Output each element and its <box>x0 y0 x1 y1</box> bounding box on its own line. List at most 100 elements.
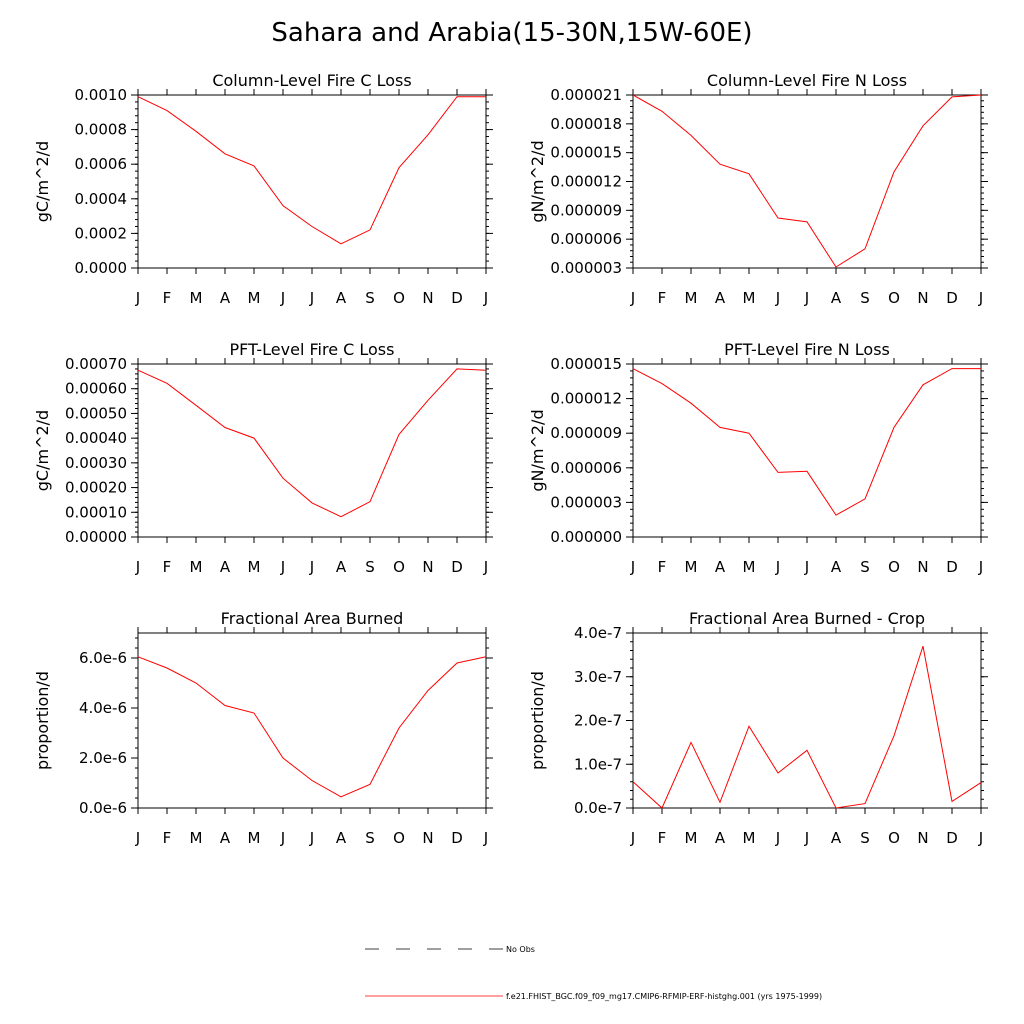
x-tick-label: J <box>978 558 983 576</box>
y-axis-label: gN/m^2/d <box>528 409 547 491</box>
plot-frame <box>632 94 982 269</box>
x-tick-label: A <box>831 289 842 307</box>
x-tick-label: J <box>804 289 809 307</box>
x-tick-label: M <box>685 829 698 847</box>
y-tick-label: 2.0e-6 <box>79 749 127 767</box>
x-tick-label: O <box>393 558 405 576</box>
x-tick-label: J <box>309 289 314 307</box>
x-tick-label: M <box>190 829 203 847</box>
x-tick-label: D <box>946 829 958 847</box>
x-tick-label: O <box>888 289 900 307</box>
x-tick-label: O <box>888 829 900 847</box>
x-tick-label: J <box>309 829 314 847</box>
x-tick-label: A <box>715 558 726 576</box>
x-tick-label: S <box>860 829 870 847</box>
x-tick-label: A <box>336 289 347 307</box>
x-tick-label: D <box>946 558 958 576</box>
y-tick-label: 0.0010 <box>75 86 128 104</box>
x-tick-label: J <box>280 558 285 576</box>
x-tick-label: D <box>451 829 463 847</box>
y-tick-label: 2.0e-7 <box>574 712 622 730</box>
x-tick-label: F <box>163 289 172 307</box>
x-tick-label: M <box>248 289 261 307</box>
x-tick-label: A <box>831 558 842 576</box>
x-tick-label: J <box>775 558 780 576</box>
x-tick-label: J <box>280 289 285 307</box>
y-tick-label: 0.0002 <box>75 224 128 242</box>
x-tick-label: J <box>630 558 635 576</box>
x-tick-label: N <box>422 289 433 307</box>
y-axis-label: gC/m^2/d <box>33 141 52 222</box>
y-tick-label: 0.00070 <box>65 355 127 373</box>
x-tick-label: A <box>220 829 231 847</box>
y-tick-label: 4.0e-7 <box>574 624 622 642</box>
x-tick-label: J <box>978 289 983 307</box>
y-tick-label: 0.000009 <box>550 424 622 442</box>
y-tick-label: 0.00030 <box>65 454 127 472</box>
legend-obs-label: No Obs <box>506 945 535 954</box>
y-tick-label: 3.0e-7 <box>574 668 622 686</box>
x-tick-label: A <box>831 829 842 847</box>
x-tick-label: M <box>248 558 261 576</box>
x-tick-label: A <box>220 558 231 576</box>
y-tick-label: 0.000003 <box>550 493 622 511</box>
y-tick-label: 1.0e-7 <box>574 755 622 773</box>
y-tick-label: 0.0008 <box>75 121 128 139</box>
plot-frame <box>632 363 982 538</box>
y-tick-label: 0.00020 <box>65 479 127 497</box>
series-line-model <box>632 368 981 516</box>
y-axis-label: proportion/d <box>33 671 52 770</box>
plot-frame <box>632 632 982 809</box>
y-tick-label: 0.0e-7 <box>574 799 622 817</box>
x-tick-label: F <box>658 829 667 847</box>
panel-title: Column-Level Fire N Loss <box>707 71 907 90</box>
y-tick-label: 0.000000 <box>550 528 622 546</box>
page-title: Sahara and Arabia(15-30N,15W-60E) <box>271 18 753 48</box>
series-line-model <box>137 96 486 245</box>
x-tick-label: D <box>451 558 463 576</box>
y-tick-label: 0.00000 <box>65 528 127 546</box>
x-tick-label: S <box>365 558 375 576</box>
panel-title: Fractional Area Burned <box>221 609 404 628</box>
y-tick-label: 0.000003 <box>550 259 622 277</box>
y-tick-label: 0.0006 <box>75 155 128 173</box>
y-tick-label: 0.000021 <box>550 86 622 104</box>
x-tick-label: J <box>135 289 140 307</box>
y-tick-label: 0.000012 <box>550 173 622 191</box>
chart-panel-6: Fractional Area Burned - Crop proportion/… <box>528 609 988 847</box>
series-line-model <box>137 368 487 518</box>
x-tick-label: A <box>715 829 726 847</box>
x-tick-label: S <box>860 558 870 576</box>
x-tick-label: J <box>804 829 809 847</box>
y-tick-label: 0.0000 <box>75 259 128 277</box>
x-tick-label: M <box>685 289 698 307</box>
x-tick-label: F <box>658 289 667 307</box>
y-tick-label: 0.000006 <box>550 459 622 477</box>
y-tick-label: 0.000015 <box>550 355 622 373</box>
plot-frame <box>137 94 487 269</box>
panel-title: PFT-Level Fire N Loss <box>724 340 890 359</box>
x-tick-label: J <box>775 829 780 847</box>
y-tick-label: 6.0e-6 <box>79 649 127 667</box>
x-tick-label: J <box>483 829 488 847</box>
x-tick-label: J <box>630 289 635 307</box>
y-axis-label: proportion/d <box>528 671 547 770</box>
y-axis-label: gN/m^2/d <box>528 140 547 222</box>
x-tick-label: A <box>715 289 726 307</box>
x-tick-label: N <box>422 558 433 576</box>
y-axis-label: gC/m^2/d <box>33 410 52 491</box>
y-tick-label: 4.0e-6 <box>79 699 127 717</box>
y-tick-label: 0.000012 <box>550 390 622 408</box>
x-tick-label: F <box>658 558 667 576</box>
y-tick-label: 0.0e-6 <box>79 799 127 817</box>
legend: No Obs f.e21.FHIST_BGC.f09_f09_mg17.CMIP6… <box>365 945 822 1001</box>
y-tick-label: 0.00010 <box>65 503 127 521</box>
panel-title: Column-Level Fire C Loss <box>212 71 411 90</box>
x-tick-label: M <box>743 829 756 847</box>
y-tick-label: 0.00050 <box>65 404 127 422</box>
